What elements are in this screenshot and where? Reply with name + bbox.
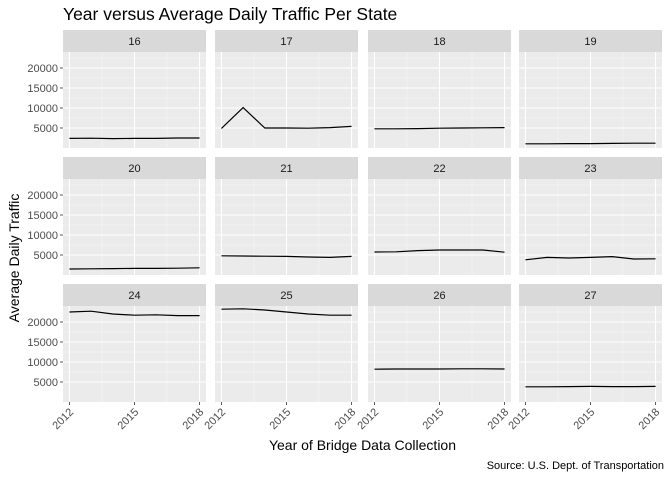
facet-strip [63,30,206,52]
y-tick-label: 15000 [27,337,58,349]
x-tick-label: 2018 [181,406,207,432]
facet-strip [368,30,511,52]
y-tick-label: 10000 [27,230,58,242]
chart-caption: Source: U.S. Dept. of Transportation [486,460,664,472]
series-line [374,127,505,130]
x-tick-label: 2018 [333,406,359,432]
facet-strip-label: 18 [433,36,445,48]
y-tick-label: 10000 [27,357,58,369]
facet-strip [368,284,511,306]
facet-strip-label: 17 [280,36,292,48]
facet-strip-label: 22 [433,163,445,175]
x-tick-label: 2015 [267,406,293,432]
y-axis-label: Average Daily Traffic [6,193,22,323]
facet-strip [519,284,662,306]
x-tick-label: 2012 [506,406,532,432]
x-tick-label: 2018 [486,406,512,432]
x-tick-label: 2015 [115,406,141,432]
facet-strip [519,30,662,52]
series-line [69,310,200,317]
facet-strip [368,157,511,179]
x-tick-label: 2018 [637,406,663,432]
facet-strip [215,30,358,52]
series-line [525,255,656,261]
series-line [221,308,352,316]
y-tick-label: 5000 [34,250,58,262]
facet-strip-label: 26 [433,290,445,302]
x-tick-label: 2015 [571,406,597,432]
x-tick-label: 2012 [50,406,76,432]
facet-strip-label: 20 [128,163,140,175]
facet-strip-label: 25 [280,290,292,302]
y-tick-label: 20000 [27,317,58,329]
facet-strip-label: 21 [280,163,292,175]
y-tick-label: 15000 [27,83,58,95]
facet-strip-label: 27 [584,290,596,302]
series-line [69,267,200,270]
x-tick-label: 2012 [202,406,228,432]
y-tick-label: 5000 [34,377,58,389]
facet-strip [63,284,206,306]
facet-strip [63,157,206,179]
x-axis-label: Year of Bridge Data Collection [268,437,457,453]
facet-strip-label: 23 [584,163,596,175]
series-line [221,106,352,129]
y-tick-label: 15000 [27,210,58,222]
x-tick-label: 2012 [355,406,381,432]
series-line [69,137,200,140]
facet-strip [215,284,358,306]
series-line [374,249,505,253]
facet-strip-label: 16 [128,36,140,48]
facet-strip [519,157,662,179]
x-tick-label: 2015 [420,406,446,432]
chart-title: Year versus Average Daily Traffic Per St… [63,4,398,24]
series-line [221,255,352,259]
facet-strip-label: 19 [584,36,596,48]
facet-strip [215,157,358,179]
series-line [525,142,656,145]
y-tick-label: 20000 [27,190,58,202]
y-tick-label: 20000 [27,63,58,75]
y-tick-label: 10000 [27,103,58,115]
y-tick-label: 5000 [34,123,58,135]
facet-strip-label: 24 [128,290,140,302]
